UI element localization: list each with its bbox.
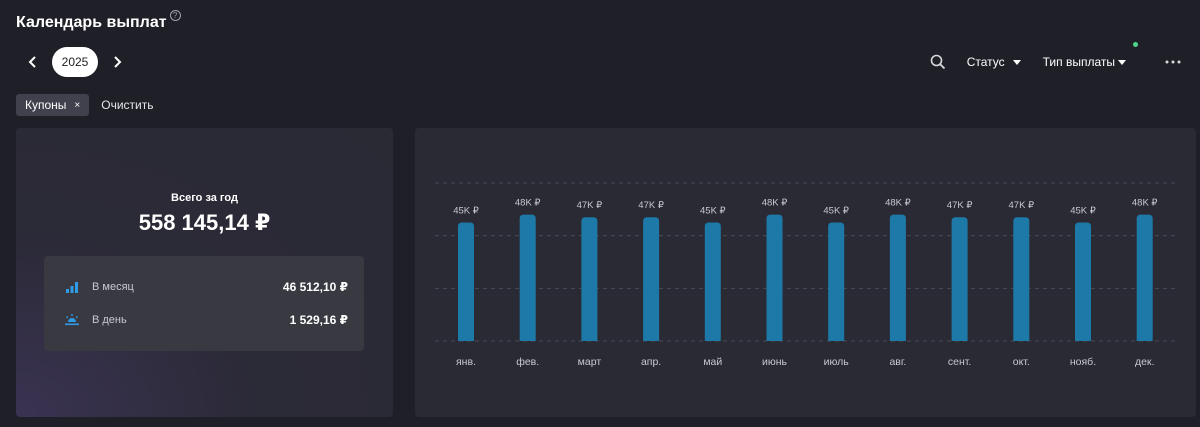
breakdown-card: В месяц 46 512,10 ₽ В день 1 529,16 ₽ [44,256,364,351]
toolbar: Статус Тип выплаты [925,42,1186,75]
x-tick-label: авг. [889,356,906,368]
data-label: 48K ₽ [762,198,789,209]
search-icon[interactable] [925,49,951,75]
summary-card: Всего за год 558 145,14 ₽ В месяц 46 512… [16,128,393,417]
active-filters: Купоны × Очистить [16,94,154,116]
chevron-right-icon[interactable] [102,47,132,77]
data-label: 47K ₽ [577,200,604,211]
bar-6[interactable] [766,214,783,341]
payments-bar-chart: 45K ₽ янв. 48K ₽ фев. 47K ₽ март 47K ₽ апр. 45K … [435,182,1176,368]
bar-7[interactable] [828,222,845,342]
data-label: 45K ₽ [700,206,727,217]
x-tick-label: сент. [948,356,971,368]
data-label: 48K ₽ [1132,198,1159,209]
data-label: 45K ₽ [823,206,850,217]
bar-3[interactable] [581,217,598,341]
total-value: 558 145,14 ₽ [138,210,271,235]
bar-chart-icon [64,279,80,295]
close-icon[interactable]: × [74,99,81,111]
page-title: Календарь выплат [16,14,167,31]
sunrise-icon [64,312,80,328]
payments-chart-card: 45K ₽ янв. 48K ₽ фев. 47K ₽ март 47K ₽ апр. 45K … [415,128,1196,417]
clear-filters-button[interactable]: Очистить [101,98,154,112]
filter-chip-label: Купоны [25,98,67,112]
monthly-label: В месяц [92,281,134,293]
bar-8[interactable] [889,214,906,341]
x-tick-label: дек. [1135,356,1154,368]
data-label: 47K ₽ [947,200,974,211]
data-label: 47K ₽ [638,200,665,211]
status-filter-label: Статус [966,55,1005,69]
x-tick-label: фев. [516,356,539,368]
data-label: 47K ₽ [1009,200,1036,211]
caret-down-icon [1118,59,1126,65]
bar-5[interactable] [704,222,721,342]
payment-type-filter[interactable]: Тип выплаты [1042,42,1138,69]
bar-4[interactable] [643,217,660,341]
x-tick-label: май [703,356,722,368]
daily-label: В день [92,314,127,326]
year-navigation: 2025 [18,47,132,77]
data-label: 45K ₽ [1070,206,1097,217]
bar-10[interactable] [1013,217,1030,341]
more-horizontal-icon[interactable] [1160,49,1186,75]
x-tick-label: нояб. [1070,356,1096,368]
data-label: 45K ₽ [453,206,480,217]
caret-down-icon [1012,59,1021,65]
status-filter[interactable]: Статус [967,55,1021,69]
bar-9[interactable] [951,217,968,341]
year-selector[interactable]: 2025 [52,47,98,77]
bar-11[interactable] [1075,222,1091,342]
x-tick-label: апр. [641,356,661,368]
payment-type-filter-label: Тип выплаты [1042,55,1115,69]
active-filter-indicator [1133,42,1138,47]
bar-2[interactable] [519,214,536,341]
x-tick-label: март [578,356,602,368]
title-row: Календарь выплат ? [16,10,181,36]
x-tick-label: июль [824,356,850,368]
x-tick-label: июнь [762,356,788,368]
help-icon[interactable]: ? [169,10,181,21]
chevron-left-icon[interactable] [18,47,48,77]
monthly-value: 46 512,10 ₽ [282,280,348,294]
bar-1[interactable] [458,222,474,342]
total-label: Всего за год [171,192,238,204]
data-label: 48K ₽ [885,198,912,209]
daily-row: В день 1 529,16 ₽ [64,310,348,330]
daily-value: 1 529,16 ₽ [289,313,348,327]
monthly-row: В месяц 46 512,10 ₽ [64,277,348,297]
x-tick-label: янв. [456,356,476,368]
bar-12[interactable] [1136,214,1153,341]
data-label: 48K ₽ [515,198,542,209]
x-tick-label: окт. [1013,356,1030,368]
filter-chip-coupons[interactable]: Купоны × [16,94,90,116]
